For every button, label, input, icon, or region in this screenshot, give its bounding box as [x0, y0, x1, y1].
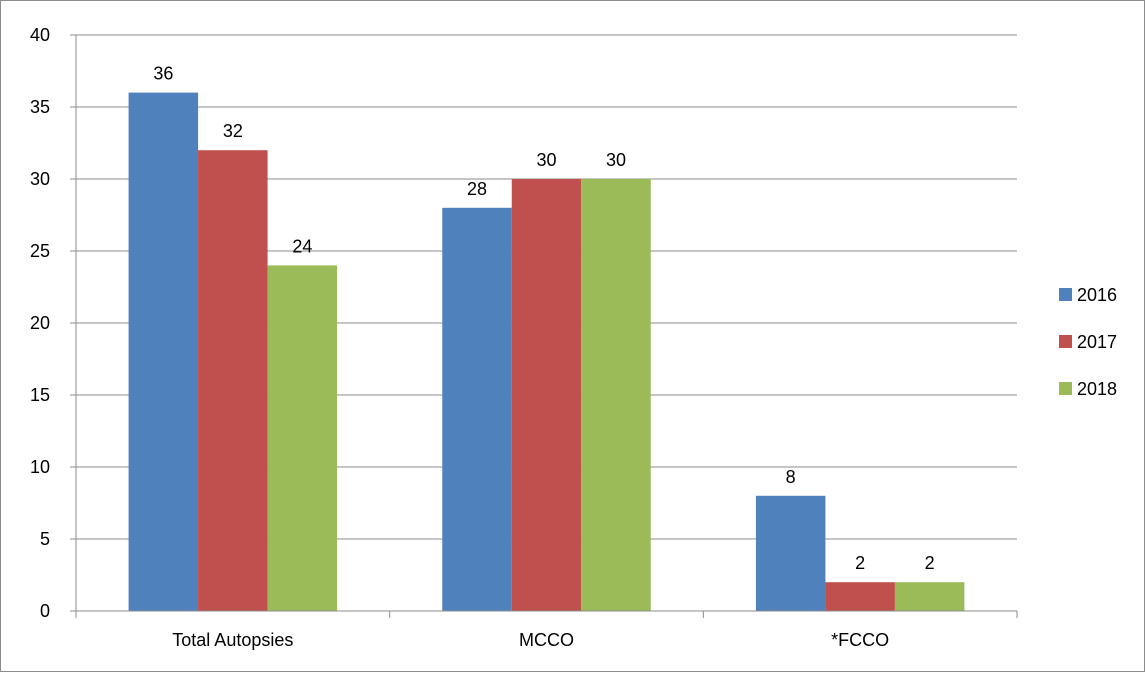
bar-2018-0: [267, 265, 338, 611]
bar-2017-0: [198, 150, 268, 611]
legend-label-2016: 2016: [1077, 285, 1117, 305]
legend-swatch-2018: [1059, 382, 1072, 395]
x-axis: Total Autopsies MCCO *FCCO: [75, 610, 1018, 650]
y-tick-label: 40: [30, 25, 50, 45]
data-label: 30: [606, 150, 626, 170]
y-tick-label: 35: [30, 97, 50, 117]
legend-label-2017: 2017: [1077, 332, 1117, 352]
x-category-label: MCCO: [519, 630, 574, 650]
data-label: 30: [536, 150, 556, 170]
data-label: 8: [786, 467, 796, 487]
y-tick-label: 25: [30, 241, 50, 261]
data-label: 28: [467, 179, 487, 199]
y-tick-label: 15: [30, 385, 50, 405]
data-label: 2: [855, 553, 865, 573]
data-labels: 36 32 24 28 30 30 8 2 2: [153, 64, 934, 574]
bar-2016-0: [128, 92, 199, 612]
legend: 2016 2017 2018: [1059, 285, 1117, 399]
legend-swatch-2016: [1059, 288, 1072, 301]
y-tick-label: 30: [30, 169, 50, 189]
y-axis: 0 5 10 15 20 25 30 35 40: [30, 25, 77, 621]
data-label: 24: [292, 236, 312, 256]
x-category-label: Total Autopsies: [172, 630, 293, 650]
bar-2018-2: [894, 582, 965, 611]
bar-2017-1: [511, 179, 582, 611]
bar-2017-2: [825, 582, 895, 611]
y-tick-label: 10: [30, 457, 50, 477]
data-label: 32: [223, 121, 243, 141]
data-label: 36: [153, 64, 173, 84]
data-label: 2: [925, 553, 935, 573]
bar-2016-1: [442, 207, 512, 612]
y-tick-label: 5: [40, 529, 50, 549]
y-tick-label: 20: [30, 313, 50, 333]
y-tick-label: 0: [40, 601, 50, 621]
legend-swatch-2017: [1059, 335, 1072, 348]
bar-2018-1: [581, 179, 651, 611]
legend-label-2018: 2018: [1077, 379, 1117, 399]
x-category-label: *FCCO: [831, 630, 889, 650]
bar-2016-2: [755, 495, 826, 611]
bars: [128, 92, 965, 612]
